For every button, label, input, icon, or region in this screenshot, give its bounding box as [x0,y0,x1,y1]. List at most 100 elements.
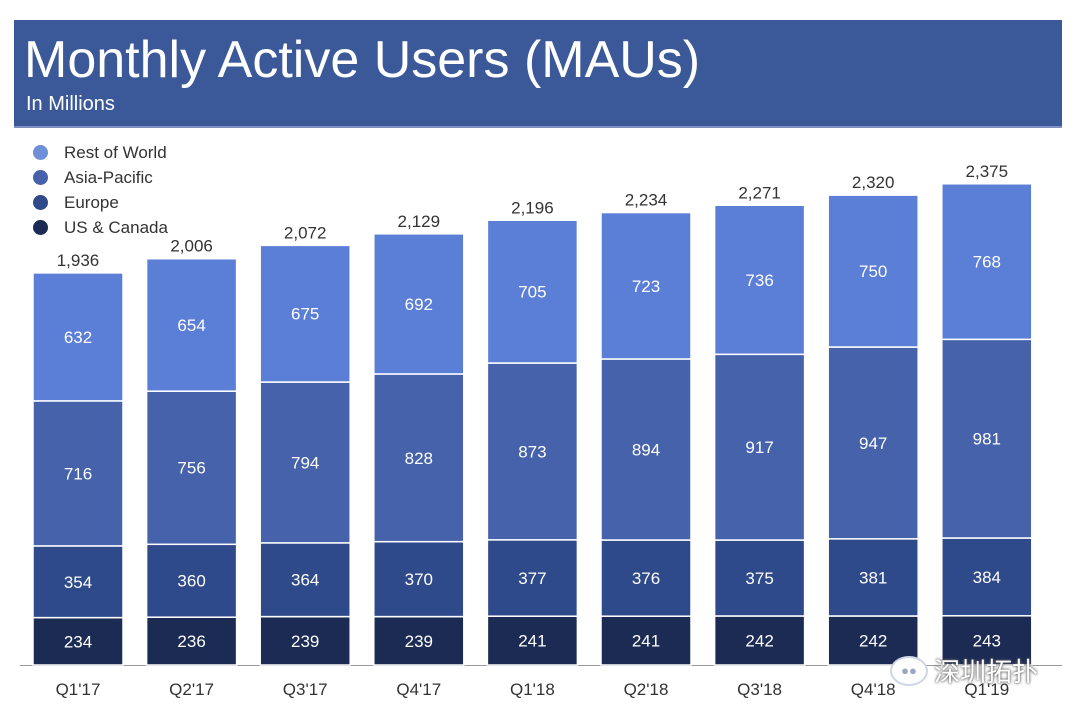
data-label: 241 [632,632,660,651]
bar-segment [941,338,1033,539]
legend-label: Asia-Pacific [64,167,153,187]
bar-segment [600,615,692,666]
legend-item-us-canada: US & Canada [33,215,168,240]
bar-segment [32,272,124,402]
legend-swatch-rest-of-world [33,145,48,160]
data-label: 828 [405,449,433,468]
data-label: 242 [745,631,773,650]
data-label: 654 [177,316,205,335]
data-label: 381 [859,568,887,587]
x-tick-label: Q2'17 [169,680,214,699]
bar-segment [827,346,919,540]
legend-swatch-asia-pacific [33,170,48,185]
bar-segment [259,244,351,383]
data-label: 632 [64,328,92,347]
bar-segment [145,390,238,546]
data-label: 241 [518,632,546,651]
chart-title: Monthly Active Users (MAUs) [24,31,701,89]
x-tick-label: Q4'18 [851,680,896,699]
data-label: 377 [518,569,546,588]
x-tick-label: Q2'18 [624,680,669,699]
data-label: 360 [177,572,205,591]
chart-subtitle: In Millions [26,93,115,115]
total-label: 2,072 [284,223,327,242]
data-label: 376 [632,569,660,588]
data-label: 243 [973,631,1001,650]
data-label: 981 [973,430,1001,449]
total-label: 2,196 [511,198,554,217]
bar-segment [32,400,124,547]
data-label: 384 [973,568,1001,587]
bar-segment [259,542,351,618]
data-label: 756 [177,459,205,478]
bar-segment [713,204,806,356]
data-label: 873 [518,442,546,461]
data-label: 692 [405,295,433,314]
watermark-text: 深圳拓扑 [934,658,1039,688]
chart-header: Monthly Active Users (MAUs) In Millions [14,20,1062,126]
total-label: 2,234 [625,191,668,210]
bar-segment [259,615,351,666]
data-label: 242 [859,631,887,650]
data-label: 723 [632,277,660,296]
data-label: 750 [859,262,887,281]
data-label: 370 [405,570,433,589]
bar-segment [373,540,465,618]
legend-item-rest-of-world: Rest of World [33,140,168,165]
bar-segment [941,183,1033,341]
bar-segment [713,539,806,617]
data-label: 917 [745,438,773,457]
bar-segment [373,233,465,375]
data-label: 375 [745,569,773,588]
legend-item-europe: Europe [33,190,168,215]
total-label: 1,936 [57,251,100,270]
data-label: 354 [64,573,92,592]
data-label: 794 [291,453,319,472]
bar-segment [827,615,919,666]
bar-segment [145,543,238,618]
data-label: 768 [973,253,1001,272]
data-label: 705 [518,283,546,302]
legend-swatch-us-canada [33,220,48,235]
bar-segment [259,381,351,544]
x-tick-label: Q4'17 [396,680,441,699]
data-label: 947 [859,434,887,453]
bar-segment [941,615,1033,666]
x-tick-label: Q3'17 [283,680,328,699]
bar-segment [600,211,692,360]
x-tick-label: Q1'18 [510,680,555,699]
bar-segment [373,373,465,543]
data-label: 894 [632,441,660,460]
bar-segment [486,219,579,364]
x-tick-label: Q3'18 [737,680,782,699]
bar-segment [486,539,579,617]
legend-item-asia-pacific: Asia-Pacific [33,165,168,190]
data-label: 364 [291,571,319,590]
bar-segment [486,362,579,541]
bar-segment [145,257,238,392]
data-label: 239 [291,632,319,651]
total-label: 2,129 [398,212,441,231]
total-label: 2,375 [966,162,1009,181]
data-label: 236 [177,632,205,651]
bar-segment [827,538,919,617]
bar-segment [145,616,238,666]
x-tick-label: Q1'17 [56,680,101,699]
legend-swatch-europe [33,195,48,210]
watermark: ●● 深圳拓扑 [890,652,1038,689]
bar-segment [827,194,919,348]
data-label: 675 [291,305,319,324]
legend-label: US & Canada [64,217,168,237]
bar-segment [713,353,806,541]
bar-segment [713,615,806,666]
chart-legend: Rest of World Asia-Pacific Europe US & C… [33,140,168,240]
total-label: 2,271 [738,183,781,202]
bar-segment [600,539,692,617]
data-label: 234 [64,632,92,651]
header-divider [14,126,1062,128]
data-label: 239 [405,632,433,651]
total-label: 2,006 [170,237,213,256]
data-label: 736 [745,271,773,290]
wechat-icon: ●● [890,655,928,686]
